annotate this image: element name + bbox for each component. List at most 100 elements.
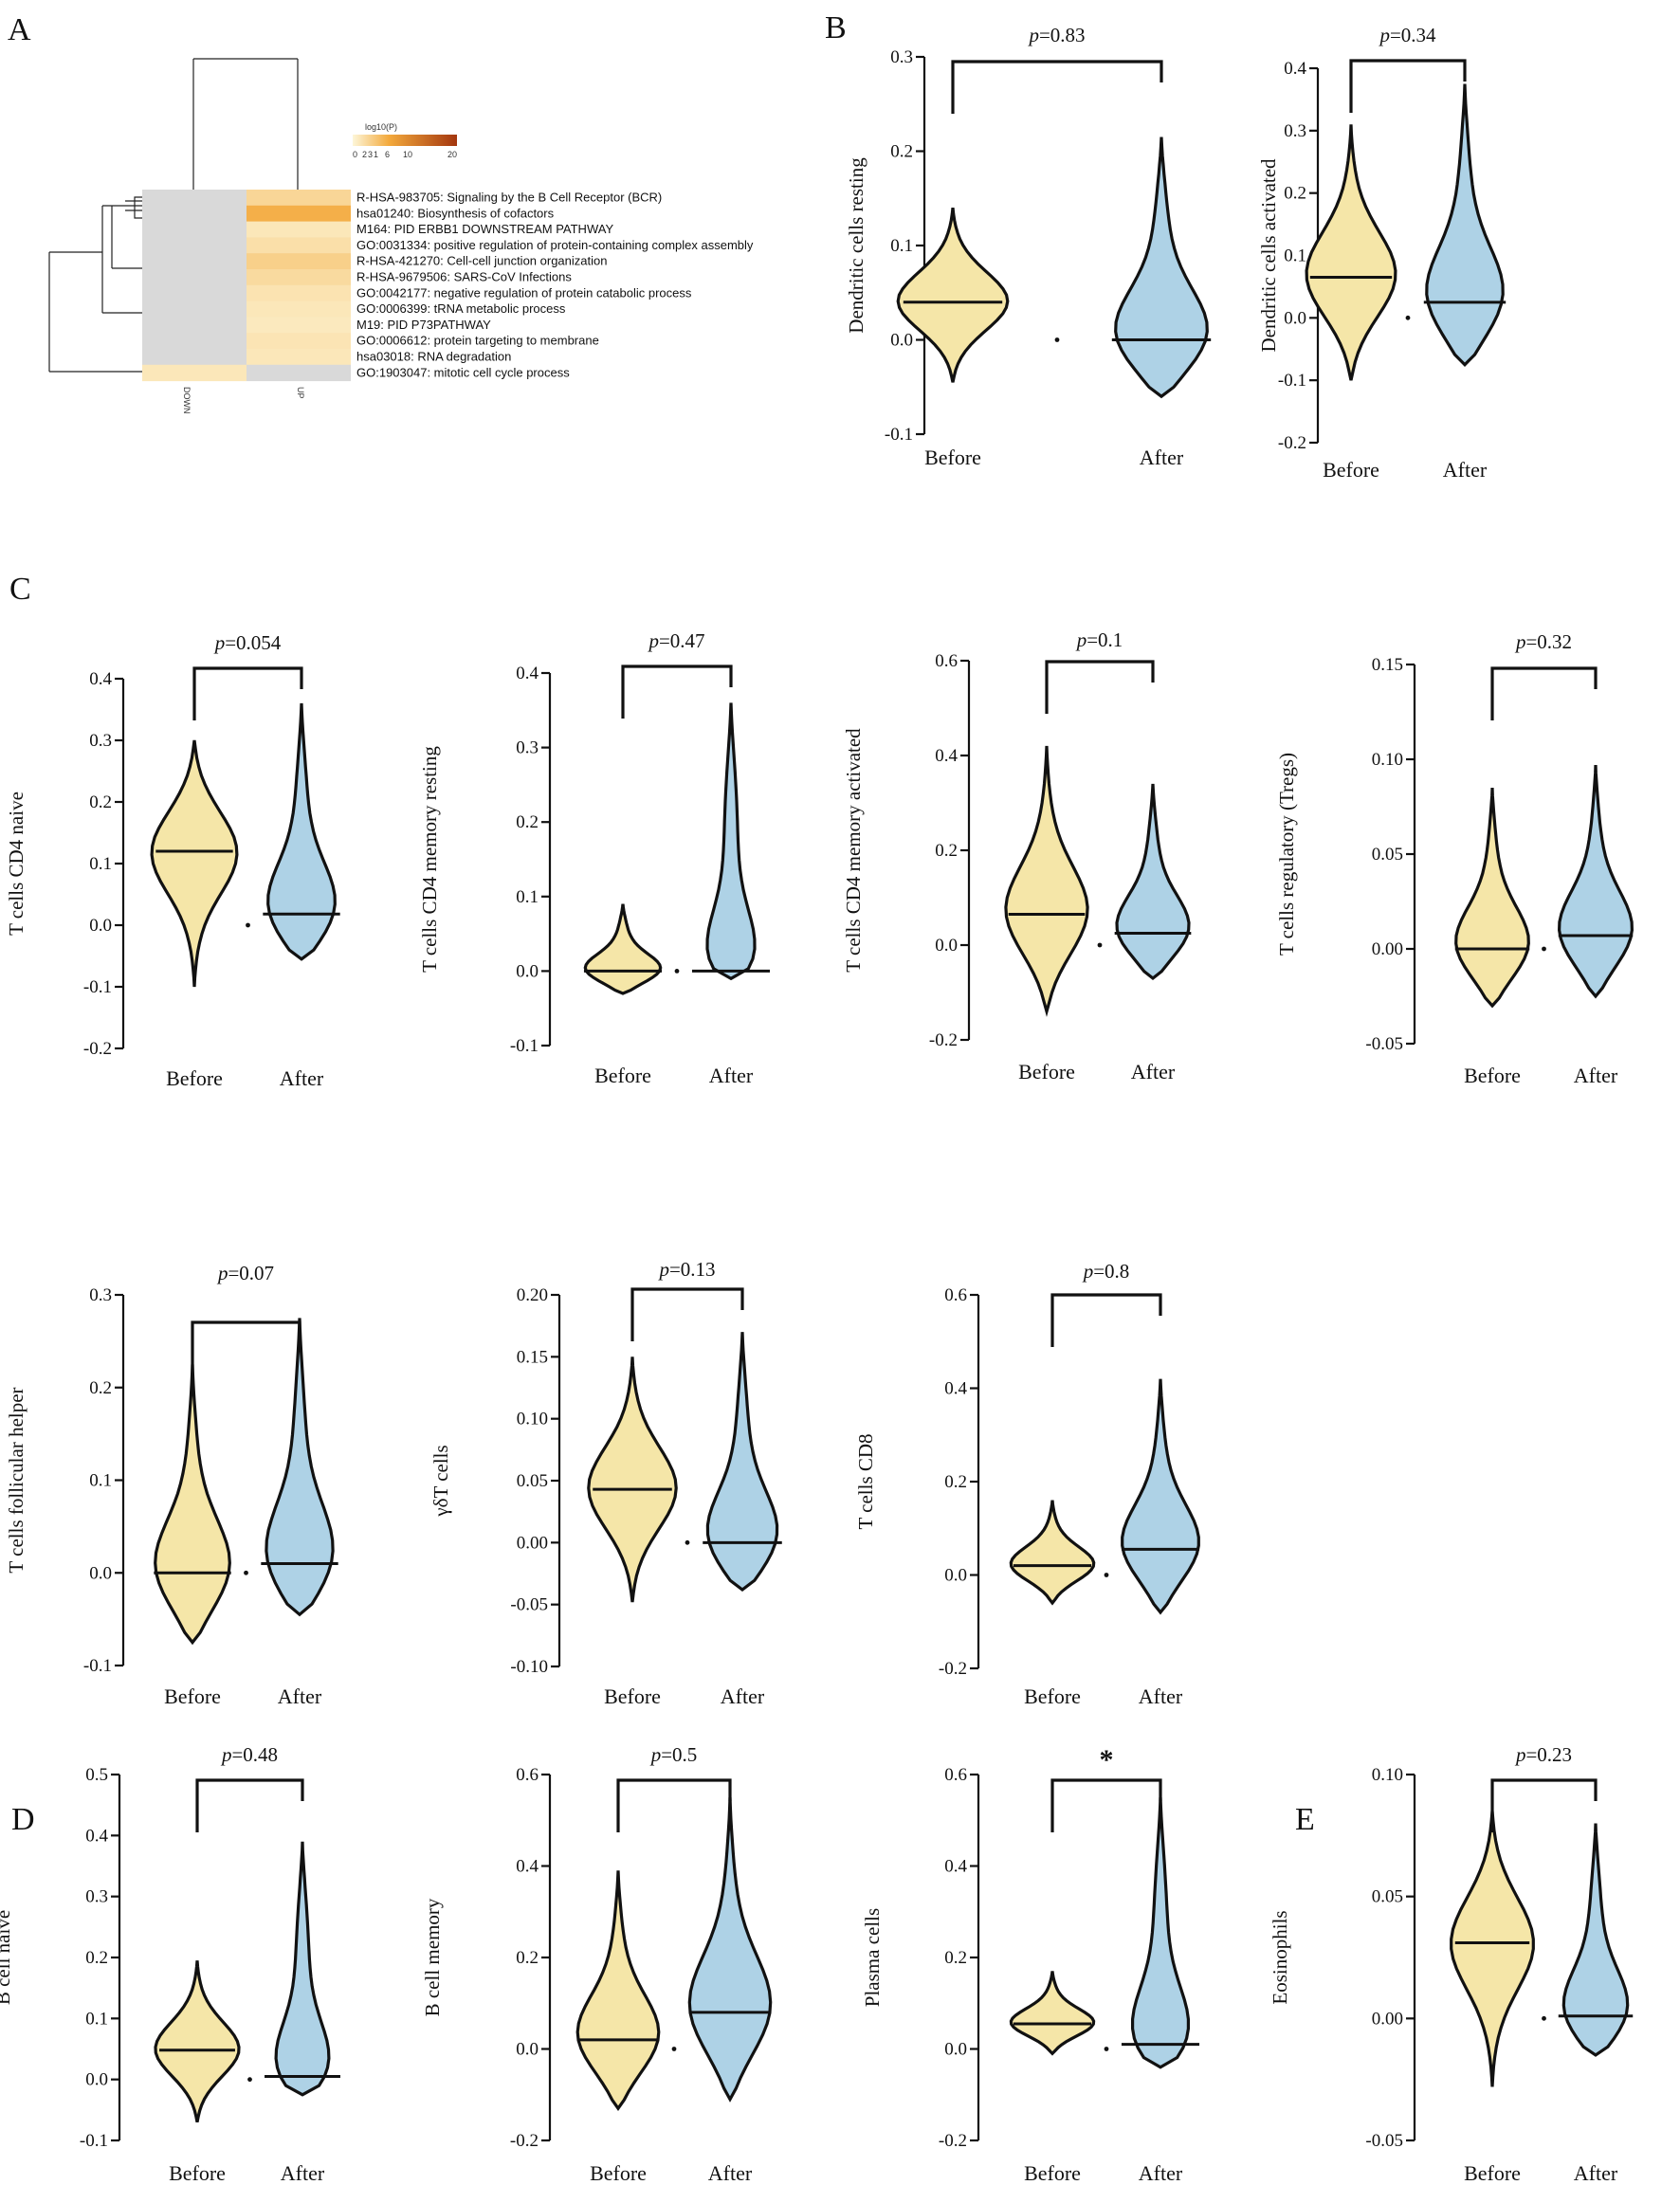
y-tick-label: -0.1 [83, 977, 112, 997]
heatmap-cell-up [247, 349, 351, 366]
heatmap-cell-down [142, 300, 247, 318]
violin-after [1115, 783, 1191, 981]
violin-chart: 0.6 0.4 0.2 0.0 -0.2 Plasma cells Before After * [861, 1744, 1200, 2185]
y-tick-label: 0.2 [944, 1472, 967, 1492]
y-axis-label: T cells CD4 memory activated [842, 728, 865, 973]
y-tick-label: 0.4 [85, 1826, 108, 1846]
heatmap-term-label: R-HSA-9679506: SARS-CoV Infections [356, 270, 572, 284]
heatmap-cell-down [142, 317, 247, 334]
y-tick-label: 0.10 [1372, 1765, 1403, 1785]
significance-bracket [1045, 660, 1155, 714]
y-tick-label: -0.2 [939, 1659, 967, 1679]
y-tick-label: 0.6 [516, 1765, 539, 1785]
significance-bracket [1050, 1293, 1162, 1347]
heatmap-cell-up [247, 317, 351, 334]
y-axis-label: B cell memory [421, 1898, 444, 2016]
y-tick-label: 0.3 [516, 738, 539, 758]
heatmap-legend-tick: 2 [362, 150, 367, 159]
category-label: After [1574, 2161, 1618, 2185]
zero-dot [1542, 2015, 1546, 2021]
category-label: Before [169, 2161, 226, 2185]
significance-bracket [1349, 59, 1467, 113]
y-tick-label: -0.1 [510, 1036, 539, 1056]
y-tick-label: -0.05 [510, 1595, 548, 1615]
heatmap-panel: log10(P) 0 2 3 1 6 10 20 R-HSA-983705: S… [48, 58, 754, 414]
y-tick-label: 0.1 [890, 236, 913, 256]
y-tick-label: 0.2 [944, 1948, 967, 1968]
category-label: After [708, 2161, 753, 2185]
heatmap-cell-up [247, 269, 351, 286]
p-value-label: p=0.07 [216, 1262, 274, 1284]
y-tick-label: 0.2 [516, 812, 539, 832]
heatmap-term-label: R-HSA-983705: Signaling by the B Cell Re… [356, 191, 662, 205]
heatmap-cell-up [247, 253, 351, 270]
significance-bracket [192, 666, 303, 720]
y-tick-label: -0.1 [885, 425, 913, 445]
category-label: After [1131, 1060, 1176, 1083]
y-tick-label: 0.0 [890, 331, 913, 351]
p-value-label: p=0.13 [657, 1258, 715, 1281]
panel-label-b: B [825, 10, 847, 46]
y-tick-label: 0.2 [89, 1378, 112, 1398]
y-tick-label: -0.1 [80, 2131, 108, 2151]
significance-bracket [1490, 666, 1598, 720]
y-tick-label: 0.10 [517, 1410, 548, 1429]
significance-bracket [951, 60, 1163, 114]
p-value-label: p=0.47 [647, 629, 704, 652]
y-tick-label: 0.0 [1284, 308, 1306, 328]
heatmap-cell-down [142, 205, 247, 223]
category-label: Before [604, 1684, 661, 1708]
heatmap-cell-down [142, 349, 247, 366]
heatmap-cell-down [142, 190, 247, 207]
y-tick-label: 0.3 [89, 1285, 112, 1305]
violin-before [1450, 1811, 1535, 2087]
violin-before [154, 1364, 231, 1646]
violin-after [274, 1841, 331, 2097]
zero-dot [247, 2077, 252, 2083]
violin-chart: 0.4 0.3 0.2 0.1 0.0 -0.1 T cells CD4 memory re… [418, 629, 771, 1087]
y-tick-label: 0.1 [1284, 246, 1306, 266]
heatmap-cell-up [247, 333, 351, 350]
violin-before [154, 1960, 241, 2123]
y-tick-label: 0.3 [1284, 121, 1306, 141]
violin-before [587, 1356, 678, 1603]
y-tick-label: 0.0 [89, 1563, 112, 1583]
category-label: Before [1018, 1060, 1075, 1083]
y-tick-label: 0.6 [944, 1285, 967, 1305]
y-tick-label: -0.2 [1278, 433, 1306, 453]
panel-label-e: E [1295, 1802, 1315, 1837]
y-tick-label: 0.4 [1284, 59, 1306, 79]
heatmap-legend-colorbar [353, 135, 457, 146]
heatmap-term-label: GO:0031334: positive regulation of prote… [356, 238, 754, 252]
y-tick-label: 0.4 [935, 746, 958, 766]
y-tick-label: 0.05 [1372, 1887, 1403, 1907]
y-tick-label: 0.2 [85, 1948, 108, 1968]
y-tick-label: -0.2 [929, 1030, 958, 1050]
y-tick-label: 0.15 [1372, 655, 1403, 675]
zero-dot [1104, 2047, 1109, 2051]
p-value-label: p=0.054 [213, 631, 282, 654]
heatmap-term-label: GO:0042177: negative regulation of prote… [356, 285, 692, 300]
violin-after [266, 702, 337, 961]
violin-before [1305, 124, 1397, 381]
violin-after [1131, 1797, 1190, 2069]
category-label: Before [1024, 1684, 1081, 1708]
heatmap-cell-down [142, 253, 247, 270]
violin-chart: 0.6 0.4 0.2 0.0 -0.2 T cells CD4 memory activ… [842, 628, 1192, 1083]
violin-chart: 0.10 0.05 0.00 -0.05 Eosinophils Before After p… [1269, 1743, 1634, 2185]
category-label: Before [590, 2161, 647, 2185]
violin-before [1454, 787, 1530, 1009]
heatmap-term-label: hsa01240: Biosynthesis of cofactors [356, 206, 555, 220]
heatmap-cell-down [142, 237, 247, 254]
category-label: After [278, 1684, 322, 1708]
zero-dot [674, 969, 680, 974]
violin-before [583, 903, 663, 995]
heatmap-cell-up [247, 190, 351, 207]
y-tick-label: 0.4 [89, 669, 112, 689]
y-tick-label: 0.00 [1372, 939, 1403, 959]
y-tick-label: 0.2 [89, 792, 112, 812]
zero-dot [1542, 946, 1546, 952]
p-value-label: p=0.34 [1378, 24, 1436, 46]
y-tick-label: -0.1 [83, 1656, 112, 1676]
violin-after [265, 1318, 335, 1617]
